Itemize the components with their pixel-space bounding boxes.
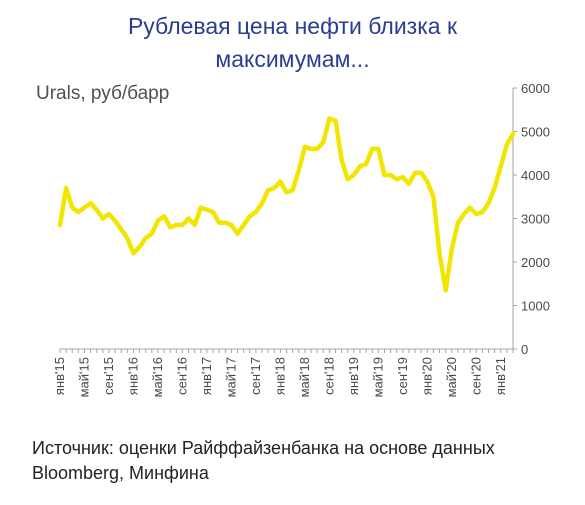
- chart-title-line-2: максимумам...: [215, 46, 370, 72]
- x-tick-label: сен'17: [248, 357, 263, 395]
- x-tick-label: май'17: [223, 357, 238, 397]
- y-tick-label: 4000: [521, 168, 550, 183]
- y-tick-label: 3000: [521, 212, 550, 227]
- x-tick-label: сен'19: [395, 357, 410, 395]
- x-tick-label: янв'20: [419, 357, 434, 395]
- x-tick-label: янв'16: [125, 357, 140, 395]
- y-axis-label: Urals, руб/барр: [36, 83, 170, 104]
- y-tick-label: 2000: [521, 255, 550, 270]
- source-note: Источник: оценки Райффайзенбанка на осно…: [32, 436, 495, 486]
- y-tick-label: 6000: [521, 81, 550, 96]
- x-tick-label: май'19: [370, 357, 385, 397]
- source-line-1: Источник: оценки Райффайзенбанка на осно…: [32, 438, 495, 458]
- x-tick-label: сен'16: [174, 357, 189, 395]
- source-line-2: Bloomberg, Минфина: [32, 463, 209, 483]
- x-tick-label: май'15: [76, 357, 91, 397]
- x-tick-label: май'20: [444, 357, 459, 397]
- x-tick-label: сен'18: [321, 357, 336, 395]
- x-tick-label: сен'15: [101, 357, 116, 395]
- x-tick-label: янв'21: [493, 357, 508, 395]
- y-tick-label: 1000: [521, 299, 550, 314]
- x-tick-label: май'18: [297, 357, 312, 397]
- x-tick-label: сен'20: [468, 357, 483, 395]
- x-tick-label: янв'17: [199, 357, 214, 395]
- x-tick-label: янв'19: [346, 357, 361, 395]
- x-tick-label: янв'18: [272, 357, 287, 395]
- x-tick-label: янв'15: [52, 357, 67, 395]
- chart-title-line-1: Рублевая цена нефти близка к: [127, 13, 458, 39]
- y-tick-label: 0: [521, 342, 528, 357]
- series-line-urals: [57, 116, 516, 293]
- y-tick-label: 5000: [521, 125, 550, 140]
- x-tick-label: май'16: [150, 357, 165, 397]
- chart-title: Рублевая цена нефти близка к максимумам.…: [0, 10, 585, 76]
